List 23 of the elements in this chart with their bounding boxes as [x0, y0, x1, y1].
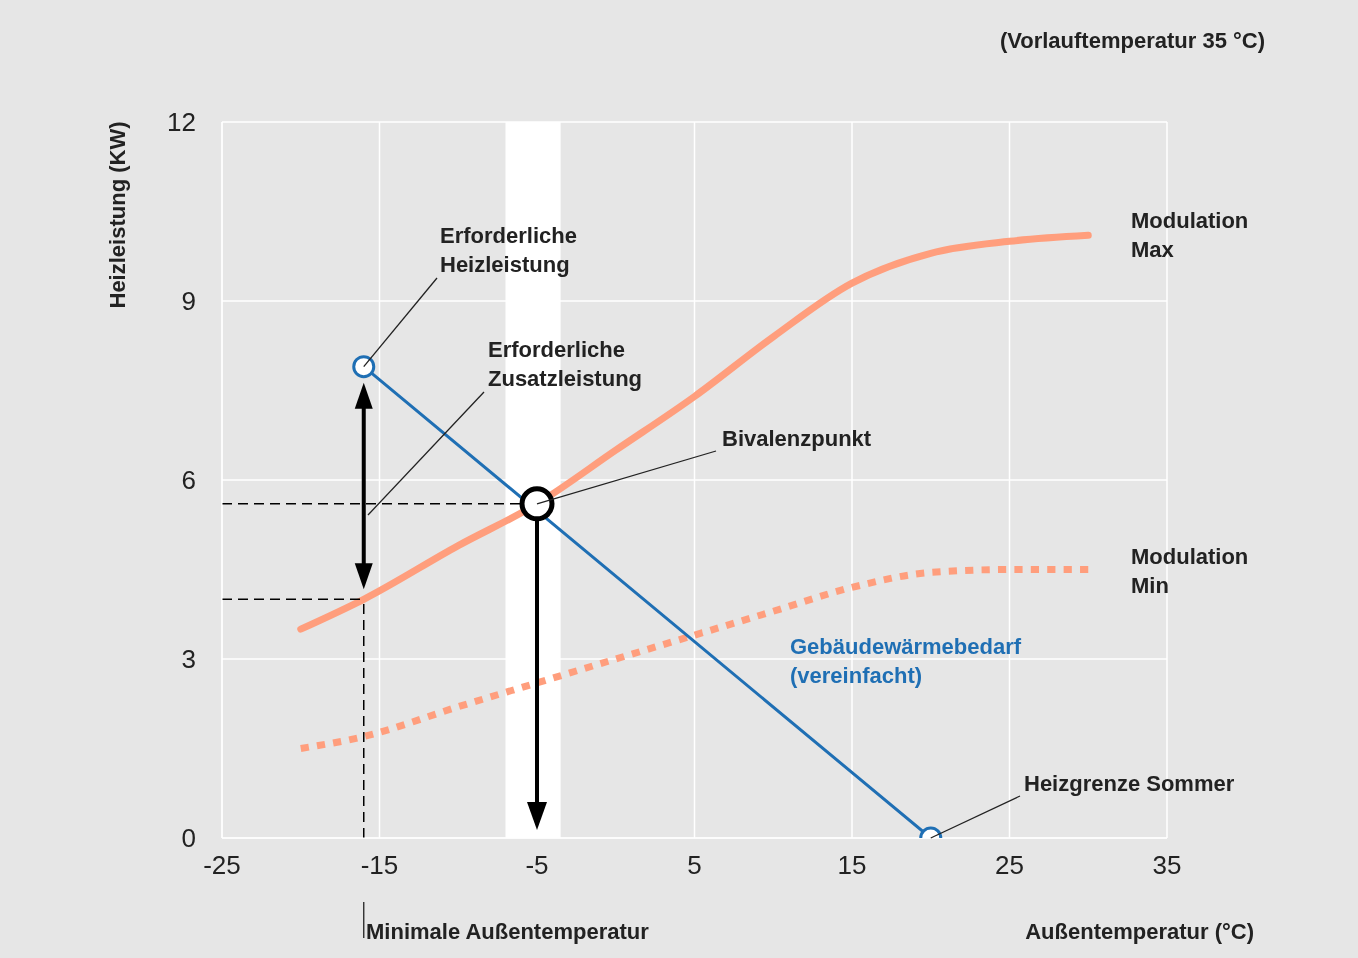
y-tick-label: 3 [181, 644, 196, 675]
x-tick-label: 35 [1152, 850, 1182, 881]
x-tick-label: 5 [687, 850, 702, 881]
y-tick-label: 6 [181, 465, 196, 496]
x-axis-title: Außentemperatur (°C) [1025, 919, 1254, 944]
annotation: Erforderliche Zusatzleistung [488, 337, 643, 391]
series-label: Modulation Max [1131, 208, 1249, 262]
y-tick-label: 9 [181, 286, 196, 317]
annotation: Heizgrenze Sommer [1024, 771, 1235, 796]
annotation: Erforderliche Heizleistung [440, 223, 577, 277]
y-tick-label: 12 [167, 107, 196, 138]
y-tick-label: 0 [181, 823, 196, 854]
annotation: Bivalenzpunkt [722, 426, 872, 451]
text: Minimale Außentemperatur [366, 919, 650, 944]
y-axis-title: Heizleistung (KW) [105, 121, 130, 309]
chart-subtitle: (Vorlauftemperatur 35 °C) [999, 28, 1265, 53]
x-tick-label: -5 [525, 850, 549, 881]
series-label: Gebäudewärmebedarf (vereinfacht) [790, 634, 1022, 688]
x-tick-label: 15 [837, 850, 867, 881]
x-tick-label: -25 [203, 850, 241, 881]
x-tick-label: 25 [995, 850, 1024, 881]
series-label: Modulation Min [1131, 544, 1249, 598]
x-tick-label: -15 [360, 850, 399, 881]
